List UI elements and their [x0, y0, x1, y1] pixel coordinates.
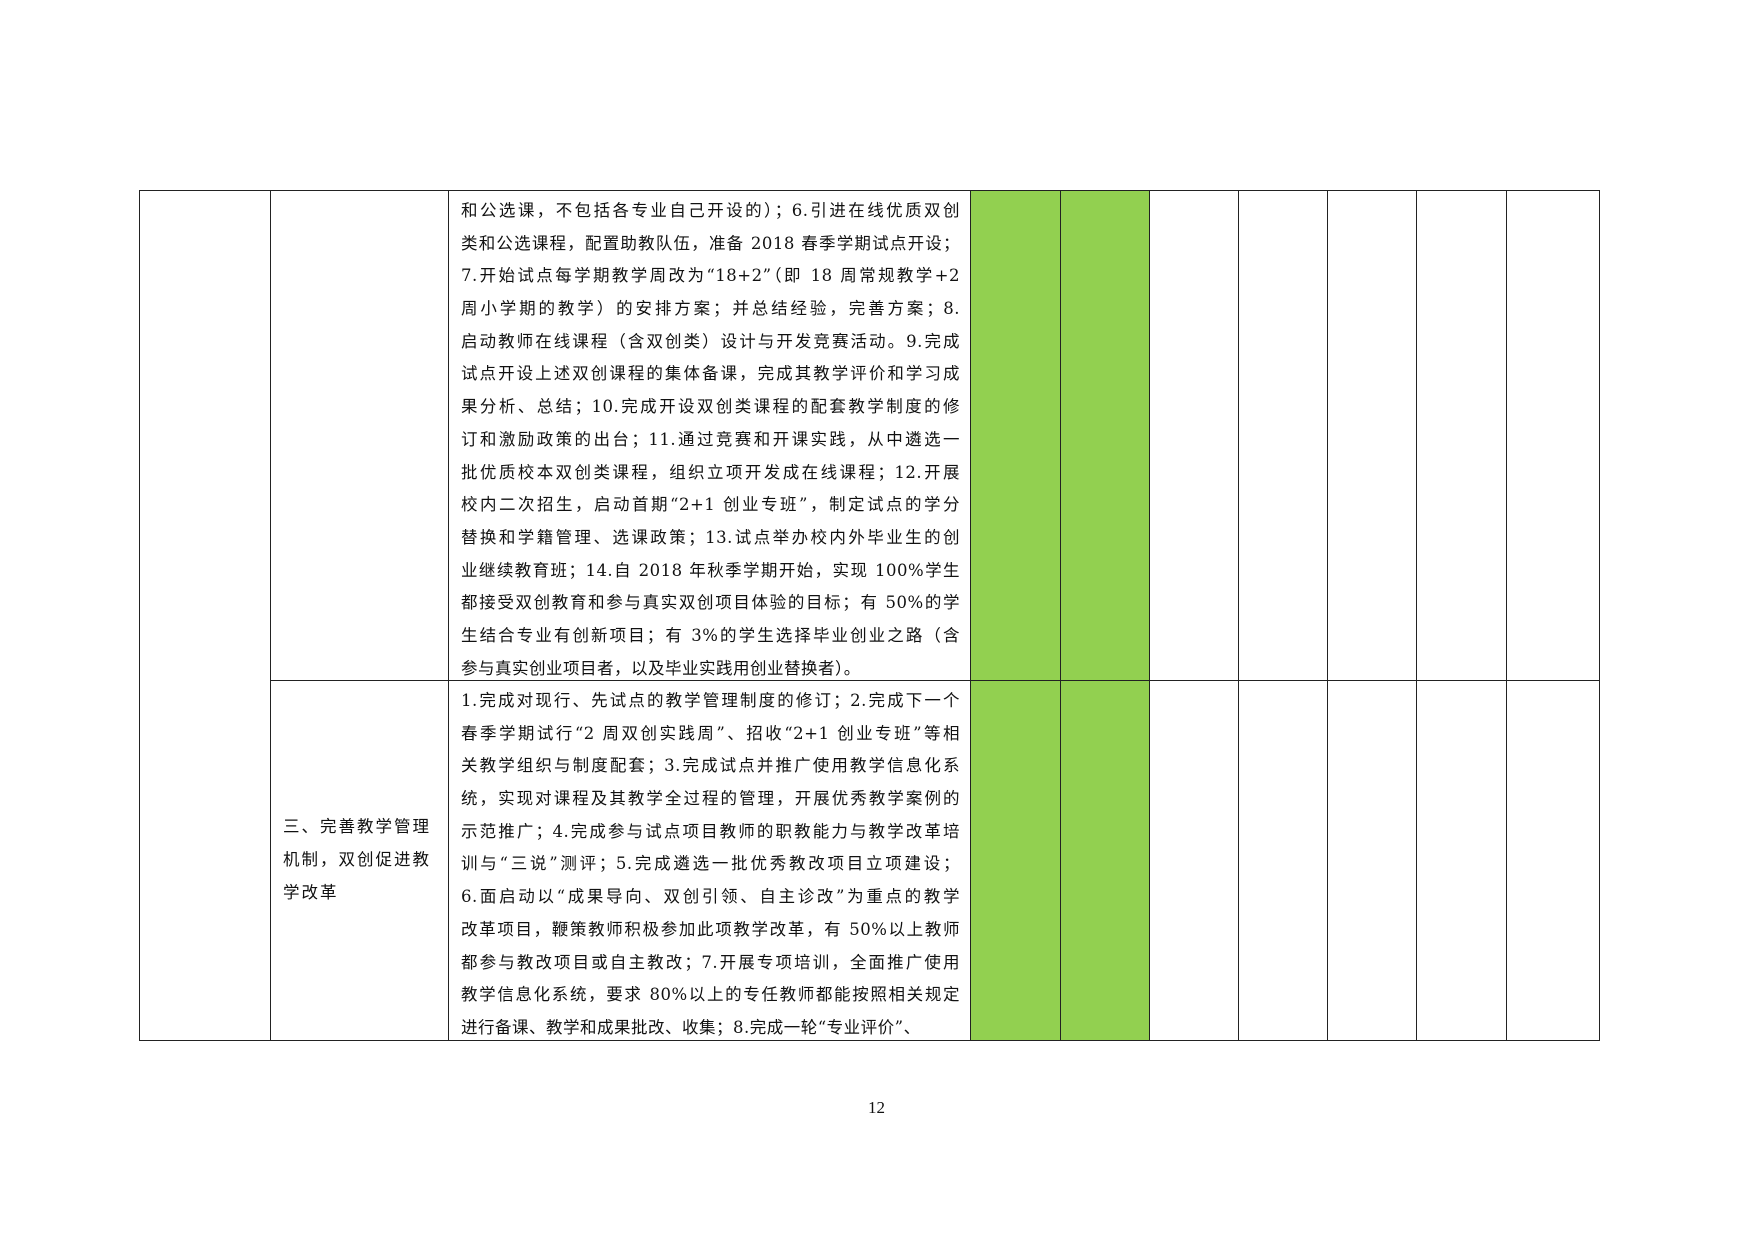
- text-line: 示范推广；4.完成参与试点项目教师的职教能力与教学改革培: [461, 821, 960, 841]
- text-line: 三、完善教学管理: [283, 817, 431, 837]
- text-line: 批优质校本双创类课程，组织立项开发成在线课程；12.开展: [461, 462, 960, 482]
- table-cell-highlight: [970, 680, 1061, 1041]
- table-cell-empty: [1327, 190, 1417, 681]
- text-line: 类和公选课程，配置助教队伍，准备 2018 春季学期试点开设；: [461, 233, 960, 253]
- table-cell-empty: [1149, 190, 1239, 681]
- table-cell-content: 和公选课，不包括各专业自己开设的）；6.引进在线优质双创 类和公选课程，配置助教队…: [448, 190, 971, 681]
- table-cell-empty: [1506, 190, 1600, 681]
- text-line: 试点开设上述双创课程的集体备课，完成其教学评价和学习成: [461, 364, 960, 384]
- text-line: 都参与教改项目或自主教改；7.开展专项培训，全面推广使用: [461, 952, 960, 972]
- text-line: 进行备课、教学和成果批改、收集；8.完成一轮“专业评价”、: [461, 1017, 921, 1037]
- table-cell-highlight: [1060, 680, 1150, 1041]
- page-number: 12: [868, 1098, 885, 1117]
- text-line: 教学信息化系统，要求 80%以上的专任教师都能按照相关规定: [461, 985, 960, 1005]
- text-line: 学改革: [283, 882, 339, 902]
- table-cell-empty: [1416, 680, 1507, 1041]
- text-line: 生结合专业有创新项目；有 3%的学生选择毕业创业之路（含: [461, 625, 960, 645]
- text-line: 订和激励政策的出台；11.通过竞赛和开课实践，从中遴选一: [461, 429, 960, 449]
- text-line: 1.完成对现行、先试点的教学管理制度的修订；2.完成下一个: [461, 691, 960, 710]
- text-line: 果分析、总结；10.完成开设双创类课程的配套教学制度的修: [461, 397, 960, 417]
- text-line: 训与“三说”测评；5.完成遴选一批优秀教改项目立项建设；: [461, 854, 960, 874]
- text-line: 都接受双创教育和参与真实双创项目体验的目标；有 50%的学: [461, 593, 960, 613]
- table-cell-col1: [139, 190, 271, 1041]
- text-line: 6.面启动以“成果导向、双创引领、自主诊改”为重点的教学: [461, 887, 960, 907]
- text-line: 春季学期试行“2 周双创实践周”、招收“2+1 创业专班”等相: [461, 723, 960, 743]
- text-line: 关教学组织与制度配套；3.完成试点并推广使用教学信息化系: [461, 756, 960, 776]
- table-cell-category: 三、完善教学管理 机制，双创促进教 学改革: [270, 680, 449, 1041]
- text-line: 替换和学籍管理、选课政策；13.试点举办校内外毕业生的创: [461, 527, 960, 547]
- table-cell-empty: [1506, 680, 1600, 1041]
- content-text: 和公选课，不包括各专业自己开设的）；6.引进在线优质双创 类和公选课程，配置助教队…: [461, 195, 960, 685]
- text-line: 业继续教育班；14.自 2018 年秋季学期开始，实现 100%学生: [461, 560, 960, 580]
- text-line: 参与真实创业项目者，以及毕业实践用创业替换者）。: [461, 658, 861, 678]
- plan-table: 和公选课，不包括各专业自己开设的）；6.引进在线优质双创 类和公选课程，配置助教队…: [139, 190, 1600, 1041]
- text-line: 和公选课，不包括各专业自己开设的）；6.引进在线优质双创: [461, 201, 960, 220]
- table-cell-highlight: [1060, 190, 1150, 681]
- text-line: 周小学期的教学）的安排方案；并总结经验，完善方案；8.: [461, 299, 960, 319]
- text-line: 机制，双创促进教: [283, 850, 431, 870]
- table-cell-empty: [1238, 190, 1328, 681]
- table-cell-empty: [1416, 190, 1507, 681]
- table-cell-empty: [1149, 680, 1239, 1041]
- category-text: 三、完善教学管理 机制，双创促进教 学改革: [283, 681, 440, 1040]
- content-text: 1.完成对现行、先试点的教学管理制度的修订；2.完成下一个 春季学期试行“2 周双…: [461, 685, 960, 1040]
- table-cell-empty: [1327, 680, 1417, 1041]
- table-cell-content: 1.完成对现行、先试点的教学管理制度的修订；2.完成下一个 春季学期试行“2 周双…: [448, 680, 971, 1041]
- text-line: 启动教师在线课程（含双创类）设计与开发竞赛活动。9.完成: [461, 331, 960, 351]
- table-cell-highlight: [970, 190, 1061, 681]
- table-cell-category: [270, 190, 449, 681]
- text-line: 改革项目，鞭策教师积极参加此项教学改革，有 50%以上教师: [461, 919, 960, 939]
- text-line: 7.开始试点每学期教学周改为“18+2”（即 18 周常规教学+2: [461, 266, 960, 286]
- text-line: 统，实现对课程及其教学全过程的管理，开展优秀教学案例的: [461, 789, 960, 809]
- table-cell-empty: [1238, 680, 1328, 1041]
- text-line: 校内二次招生，启动首期“2+1 创业专班”，制定试点的学分: [461, 495, 960, 515]
